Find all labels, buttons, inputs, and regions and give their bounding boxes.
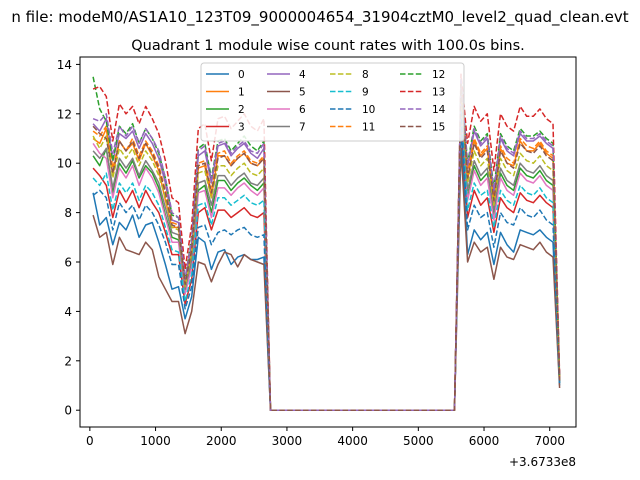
x-tick-label: 2000 [206, 434, 237, 448]
x-axis-offset-label: +3.6733e8 [509, 455, 576, 469]
x-tick-label: 6000 [469, 434, 500, 448]
legend-label-12: 12 [432, 69, 445, 81]
x-tick-label: 4000 [337, 434, 368, 448]
x-axis: 0 1000 2000 3000 4000 5000 6000 7000 [86, 427, 565, 448]
series-line-13 [92, 73, 561, 411]
plot-area [79, 56, 577, 428]
y-tick-label: 0 [64, 404, 72, 418]
x-tick-label: 7000 [534, 434, 565, 448]
series-line-15 [92, 83, 561, 411]
x-tick-label: 3000 [272, 434, 303, 448]
legend-label-6: 6 [299, 104, 306, 116]
y-tick-label: 8 [64, 206, 72, 220]
legend-label-9: 9 [362, 87, 369, 99]
series-line-14 [92, 78, 561, 411]
legend-label-3: 3 [238, 122, 245, 134]
chart-title: Quadrant 1 module wise count rates with … [131, 38, 525, 54]
legend-label-8: 8 [362, 69, 369, 81]
legend-label-13: 13 [432, 87, 445, 99]
legend-label-2: 2 [238, 104, 245, 116]
y-tick-label: 4 [64, 305, 72, 319]
y-tick-label: 12 [57, 107, 72, 121]
legend-label-4: 4 [299, 69, 306, 81]
y-tick-label: 2 [64, 354, 72, 368]
x-tick-label: 5000 [403, 434, 434, 448]
legend-label-1: 1 [238, 87, 245, 99]
legend-label-7: 7 [299, 122, 306, 134]
legend-label-10: 10 [362, 104, 375, 116]
y-tick-label: 14 [57, 58, 72, 72]
x-tick-label: 0 [86, 434, 94, 448]
legend-label-0: 0 [238, 69, 245, 81]
y-tick-label: 6 [64, 256, 72, 270]
legend-label-11: 11 [362, 122, 375, 134]
series-layer [92, 73, 561, 411]
legend-label-5: 5 [299, 87, 306, 99]
y-tick-label: 10 [57, 157, 72, 171]
legend-label-15: 15 [432, 122, 445, 134]
x-tick-label: 1000 [140, 434, 171, 448]
figure-suptitle: n file: modeM0/AS1A10_123T09_9000004654_… [11, 8, 628, 27]
plot-frame [79, 56, 577, 428]
y-axis: 0 2 4 6 8 10 12 14 [57, 58, 80, 418]
legend-label-14: 14 [432, 104, 446, 116]
legend-frame [200, 62, 465, 142]
